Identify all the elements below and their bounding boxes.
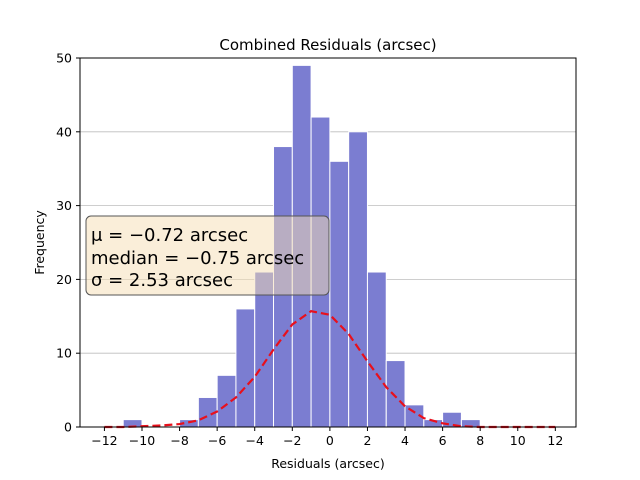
- x-tick-label: 6: [439, 433, 447, 448]
- plot-frame: [79, 57, 577, 428]
- y-tick-label: 10: [56, 346, 72, 361]
- y-axis: 0 10 20 30 40 50: [56, 51, 80, 435]
- x-axis: −12 −10 −8 −6 −4 −2 0 2 4 6 8 10 12: [91, 427, 563, 448]
- x-tick-label: −6: [208, 433, 226, 448]
- stats-median: median = −0.75 arcsec: [91, 248, 304, 269]
- x-tick-label: 4: [401, 433, 409, 448]
- histogram-bar: [385, 360, 406, 428]
- histogram-bar: [216, 374, 237, 428]
- x-tick-label: −2: [283, 433, 301, 448]
- x-tick-label: 10: [510, 433, 526, 448]
- y-tick-label: 40: [56, 124, 72, 139]
- chart-title: Combined Residuals (arcsec): [219, 36, 436, 54]
- stats-annotation: μ = −0.72 arcsec median = −0.75 arcsec σ…: [85, 215, 330, 296]
- x-tick-label: 2: [363, 433, 371, 448]
- histogram-bar: [329, 160, 350, 428]
- x-axis-label: Residuals (arcsec): [271, 456, 385, 471]
- x-tick-label: −8: [170, 433, 188, 448]
- x-tick-label: −10: [129, 433, 155, 448]
- y-tick-label: 0: [64, 420, 72, 435]
- histogram-bar: [366, 271, 387, 428]
- histogram-bar: [348, 131, 368, 428]
- x-tick-label: −12: [91, 433, 117, 448]
- stats-box: [85, 215, 330, 296]
- x-tick-label: 0: [326, 433, 334, 448]
- y-tick-label: 50: [56, 51, 72, 66]
- histogram-bar: [235, 308, 256, 428]
- x-tick-label: 12: [547, 433, 563, 448]
- stats-mean: μ = −0.72 arcsec: [91, 225, 248, 246]
- y-axis-label: Frequency: [32, 210, 47, 275]
- y-tick-label: 20: [56, 272, 72, 287]
- stats-sigma: σ = 2.53 arcsec: [91, 270, 233, 291]
- y-tick-label: 30: [56, 198, 72, 213]
- x-tick-label: −4: [246, 433, 264, 448]
- x-tick-label: 8: [476, 433, 484, 448]
